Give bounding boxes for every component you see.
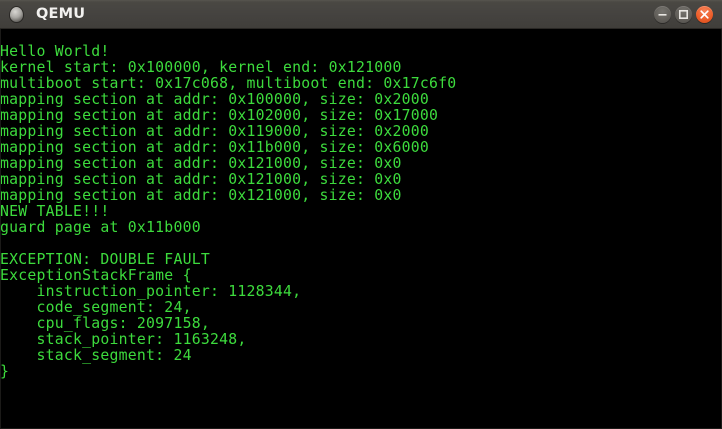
terminal-line: mapping section at addr: 0x102000, size:… [0, 107, 439, 124]
qemu-app-icon [10, 6, 23, 22]
terminal-line [0, 236, 722, 252]
minimize-icon [658, 13, 667, 16]
close-icon [700, 9, 709, 19]
terminal-viewport[interactable]: Hello World! kernel start: 0x100000, kern… [0, 29, 722, 429]
close-button[interactable] [696, 5, 713, 23]
terminal-line: mapping section at addr: 0x100000, size:… [0, 91, 430, 108]
maximize-button[interactable] [675, 5, 692, 23]
terminal-line: mapping section at addr: 0x121000, size:… [0, 187, 402, 204]
window-title: QEMU [36, 6, 86, 22]
terminal-line: multiboot start: 0x17c068, multiboot end… [0, 75, 457, 92]
terminal-line: stack_segment: 24 [0, 347, 192, 364]
window-controls [654, 5, 713, 23]
terminal-line: stack_pointer: 1163248, [0, 331, 247, 348]
terminal-line: cpu_flags: 2097158, [0, 315, 210, 332]
terminal-line: NEW TABLE!!! [0, 203, 110, 220]
terminal-line: instruction_pointer: 1128344, [0, 283, 302, 300]
terminal-line: mapping section at addr: 0x121000, size:… [0, 155, 402, 172]
terminal-line: EXCEPTION: DOUBLE FAULT [0, 251, 210, 268]
window-frame-left [0, 29, 1, 429]
terminal-line: guard page at 0x11b000 [0, 219, 201, 236]
minimize-button[interactable] [654, 5, 671, 23]
terminal-line: code_segment: 24, [0, 299, 192, 316]
terminal-line: mapping section at addr: 0x121000, size:… [0, 171, 402, 188]
terminal-line: mapping section at addr: 0x11b000, size:… [0, 139, 430, 156]
maximize-icon [679, 9, 689, 19]
terminal-line: kernel start: 0x100000, kernel end: 0x12… [0, 59, 402, 76]
terminal-line: Hello World! [0, 43, 110, 60]
terminal-output: Hello World! kernel start: 0x100000, kern… [0, 44, 722, 380]
terminal-line: ExceptionStackFrame { [0, 267, 192, 284]
terminal-line: } [0, 363, 10, 380]
terminal-line: mapping section at addr: 0x119000, size:… [0, 123, 430, 140]
window-titlebar[interactable]: QEMU [0, 0, 722, 29]
